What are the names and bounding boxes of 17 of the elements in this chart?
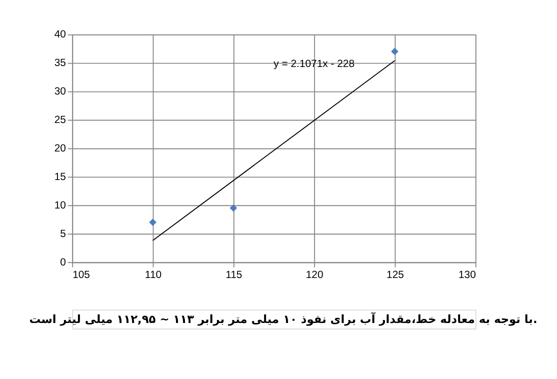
annotation: y = 2.1071x - 228 <box>274 58 355 70</box>
x-tick-label: 130 <box>458 270 476 281</box>
x-tick-label: 120 <box>306 270 324 281</box>
y-tick-label: 15 <box>54 172 66 184</box>
text: با توجه به معادله خط،مقدار آب برای نفوذ ۱۰ میلی متر برابر ۱۱۳ ~ ۱۱۲,۹۵ میلی لیتر است. <box>29 312 538 326</box>
y-tick-label: 35 <box>54 58 66 70</box>
x-tick-label: 110 <box>144 270 162 281</box>
y-tick-label: 5 <box>60 228 66 240</box>
x-tick-label: 125 <box>386 270 404 281</box>
x-tick-label: 115 <box>226 270 242 281</box>
y-tick-label: 25 <box>54 115 66 126</box>
y-tick-label: 0 <box>60 257 66 268</box>
y-tick-label: 40 <box>54 30 66 41</box>
x-tick-label: 105 <box>72 270 90 281</box>
y-tick-label: 10 <box>54 200 66 212</box>
y-tick-label: 30 <box>54 86 66 98</box>
y-tick-label: 20 <box>54 144 66 155</box>
